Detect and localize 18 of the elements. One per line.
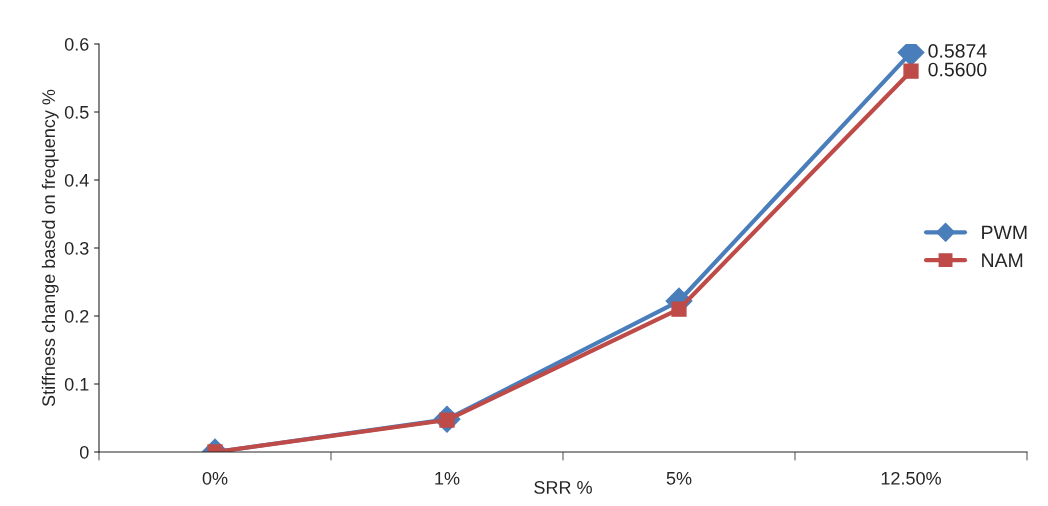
y-tick-label: 0.3: [64, 241, 89, 255]
data-label: 0.5874: [928, 44, 987, 58]
y-axis-title: Stiffness change based on frequency %: [41, 89, 59, 407]
x-axis-title: SRR %: [534, 481, 592, 494]
legend-label: PWM: [982, 225, 1027, 240]
y-tick-label: 0.1: [64, 377, 89, 391]
data-label: 0.5600: [928, 62, 987, 77]
x-tick-label: 1%: [435, 472, 460, 485]
y-tick-label: 0.2: [64, 309, 89, 323]
y-tick-label: 0.6: [64, 37, 89, 51]
y-tick-label: 0: [79, 445, 89, 459]
x-tick-label: 5%: [666, 472, 692, 485]
legend-label: NAM: [982, 253, 1023, 267]
x-tick-label: 0%: [202, 471, 228, 485]
y-tick-label: 0.4: [64, 173, 89, 187]
y-tick-label: 0.5: [64, 105, 89, 119]
point: [671, 301, 687, 317]
x-tick-label: 12.50%: [881, 471, 941, 485]
